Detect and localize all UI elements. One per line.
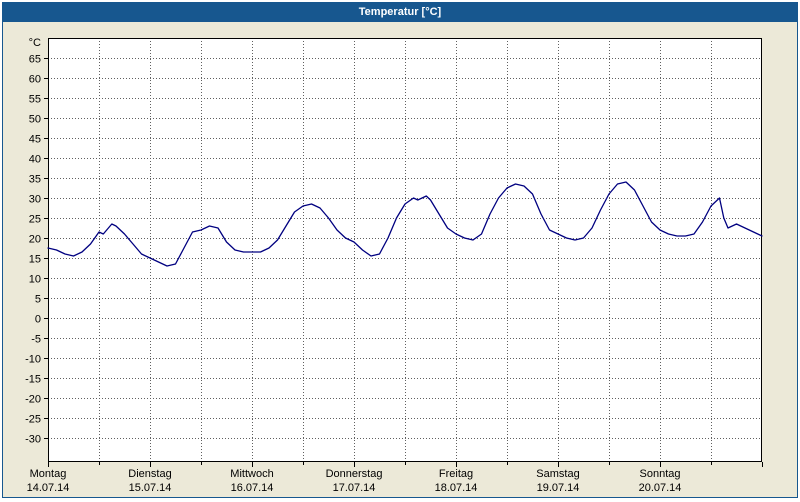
y-tick-label: 65 — [29, 54, 41, 66]
x-day-name: Freitag — [439, 468, 473, 480]
window-titlebar: Temperatur [°C] — [3, 3, 797, 22]
y-tick-label: 15 — [29, 254, 41, 266]
y-tick-label: 10 — [29, 274, 41, 286]
plot-frame — [48, 38, 762, 462]
window-title: Temperatur [°C] — [358, 6, 442, 18]
x-day-date: 14.07.14 — [27, 482, 70, 494]
y-tick-label: 25 — [29, 214, 41, 226]
axis-ticks — [44, 58, 763, 467]
y-axis-unit: °C — [29, 37, 41, 49]
y-tick-label: -20 — [25, 394, 41, 406]
x-day-date: 15.07.14 — [129, 482, 172, 494]
x-day-date: 17.07.14 — [333, 482, 376, 494]
y-tick-label: 30 — [29, 194, 41, 206]
x-day-date: 16.07.14 — [231, 482, 274, 494]
y-tick-label: 35 — [29, 174, 41, 186]
temperature-chart: -30 -25 -20 -15 -10 -5 0 5 10 15 20 25 30 35 40 45 50 55 6… — [25, 37, 763, 494]
x-day-date: 19.07.14 — [537, 482, 580, 494]
y-tick-label: 55 — [29, 94, 41, 106]
x-day-name: Dienstag — [128, 468, 171, 480]
chart-panel: -30 -25 -20 -15 -10 -5 0 5 10 15 20 25 30 35 40 45 50 55 6… — [3, 22, 797, 497]
x-day-name: Donnerstag — [326, 468, 383, 480]
plot-background — [48, 38, 762, 462]
y-tick-label: -25 — [25, 414, 41, 426]
x-day-name: Samstag — [536, 468, 579, 480]
x-day-name: Montag — [30, 468, 67, 480]
y-tick-label: 20 — [29, 234, 41, 246]
x-day-name: Mittwoch — [230, 468, 273, 480]
y-tick-label: -5 — [31, 334, 41, 346]
grid-lines — [48, 38, 762, 462]
y-tick-label: 40 — [29, 154, 41, 166]
axis-labels: -30 -25 -20 -15 -10 -5 0 5 10 15 20 25 30 35 40 45 50 55 6… — [25, 37, 681, 494]
y-tick-label: 50 — [29, 114, 41, 126]
y-tick-label: -10 — [25, 354, 41, 366]
y-tick-label: -15 — [25, 374, 41, 386]
y-tick-label: 45 — [29, 134, 41, 146]
x-day-name: Sonntag — [640, 468, 681, 480]
y-tick-label: 5 — [35, 294, 41, 306]
x-day-date: 20.07.14 — [639, 482, 682, 494]
y-tick-label: -30 — [25, 434, 41, 446]
temperature-series-line — [47, 181, 763, 267]
y-tick-label: 60 — [29, 74, 41, 86]
x-day-date: 18.07.14 — [435, 482, 478, 494]
y-tick-label: 0 — [35, 314, 41, 326]
